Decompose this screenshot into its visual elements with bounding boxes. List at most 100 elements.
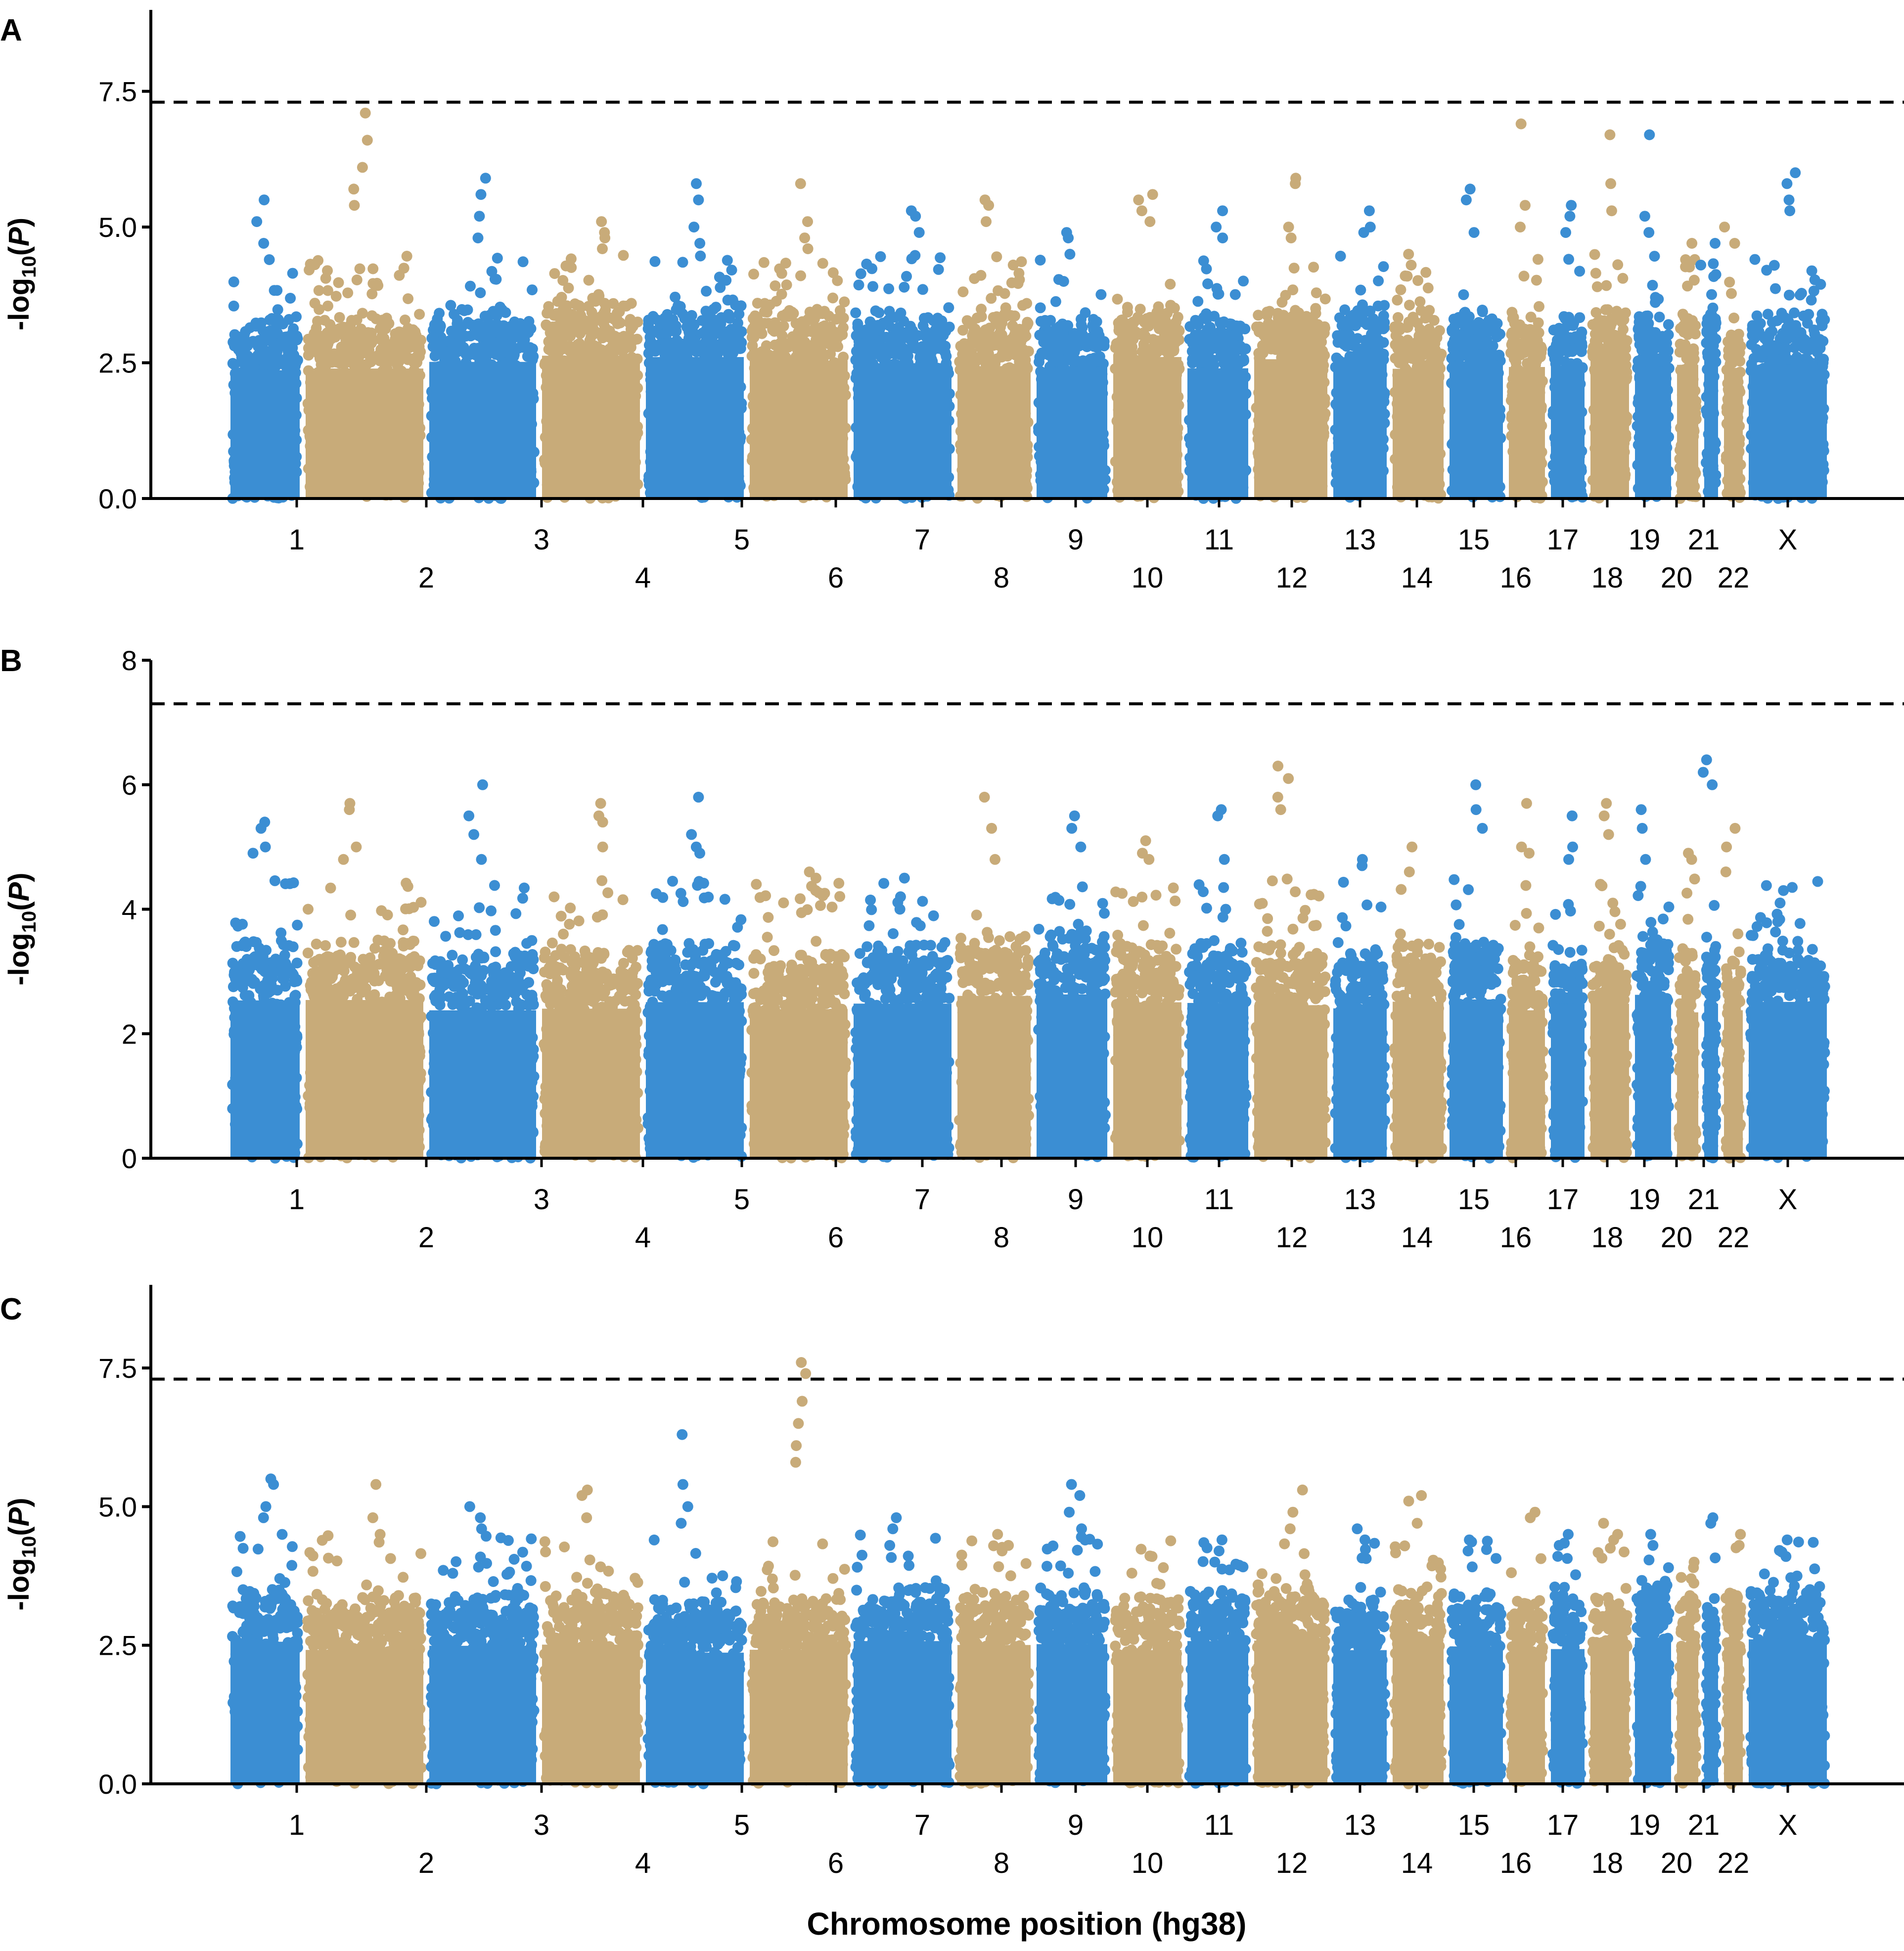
snp-point [855,268,866,279]
snp-point [957,324,968,336]
snp-point [346,324,357,336]
snp-point [309,298,320,309]
snp-point [1080,307,1091,318]
snp-point [1274,322,1286,333]
snp-point [1112,293,1123,305]
snp-point [434,308,445,319]
snp-point [1287,284,1299,296]
snp-point [1035,302,1046,314]
snp-point [334,358,345,369]
snp-point [462,304,473,316]
snp-point [960,357,972,368]
snp-point [607,339,618,351]
snp-point [780,258,791,269]
snp-point [376,331,388,342]
snp-point [1058,276,1069,287]
snp-point [573,311,584,322]
chromosome-points-11 [1184,255,1252,504]
snp-point [358,334,369,346]
snp-point [527,284,538,296]
snp-point [372,280,384,291]
snp-point [1291,306,1302,318]
snp-point [735,300,747,312]
snp-point [334,312,345,323]
snp-point [1288,263,1300,274]
snp-point [909,250,921,261]
snp-point [715,282,726,293]
snp-point [907,325,918,336]
snp-point [587,319,598,330]
snp-point [313,285,324,296]
snp-point [770,350,781,361]
snp-point [867,281,878,292]
snp-point [887,346,898,358]
snp-point [413,341,425,352]
snp-point-band [230,370,300,499]
snp-point [749,319,761,331]
snp-point [1143,320,1154,332]
snp-point [825,348,836,360]
snp-point [1065,353,1076,364]
snp-point [788,308,799,319]
snp-point [552,308,563,319]
snp-point-band [306,368,423,499]
snp-point [1170,317,1181,328]
snp-point [1006,336,1017,348]
snp-point [504,340,515,351]
snp-point [485,329,496,340]
snp-point [957,286,969,298]
snp-point [1298,342,1310,353]
snp-point [1192,296,1204,307]
snp-point [895,307,907,318]
snp-point-band [957,366,1031,499]
snp-point [291,330,303,342]
snp-point-band [1113,357,1181,499]
snp-point [943,302,954,314]
snp-point [1150,335,1161,347]
snp-point [560,260,572,272]
snp-point [758,257,770,268]
snp-point [759,318,771,329]
snp-point-band [429,362,536,499]
snp-point [570,343,581,354]
snp-point-band [646,357,744,499]
snp-point [898,342,908,354]
snp-point [775,340,786,351]
snp-point [883,283,895,294]
snp-point [920,331,931,342]
snp-point [304,264,315,275]
snp-point-band [1254,359,1327,499]
snp-point [969,273,980,284]
snp-point [550,341,561,352]
snp-point [265,335,276,347]
snp-point [1119,341,1130,352]
snp-point [749,347,760,358]
snp-point [817,258,828,269]
snp-point [967,330,978,341]
snp-point [759,350,770,362]
snp-point [649,256,661,267]
snp-point [1051,356,1062,367]
snp-point [445,300,456,311]
snp-point [970,356,982,367]
snp-point [726,265,737,276]
snp-point [1138,339,1149,350]
panel-a: 0.02.55.07.51 3 5 7 9 11 13 15 17 19 21 X2 4 6 8 10 12 14… [0,10,1904,594]
snp-point [1091,342,1103,353]
snp-point [618,300,629,312]
snp-point [832,275,843,286]
snp-point [338,343,349,354]
snp-point [1050,296,1061,307]
snp-point [381,313,392,324]
snp-point [1165,278,1176,290]
snp-point [805,340,816,351]
snp-point [400,350,411,361]
snp-point [517,256,529,268]
snp-point [850,307,861,318]
snp-point [1122,302,1133,313]
snp-point [1240,343,1251,355]
snp-point [983,335,995,346]
snp-point [873,307,885,318]
snp-point [465,280,476,292]
snp-point [700,306,712,317]
